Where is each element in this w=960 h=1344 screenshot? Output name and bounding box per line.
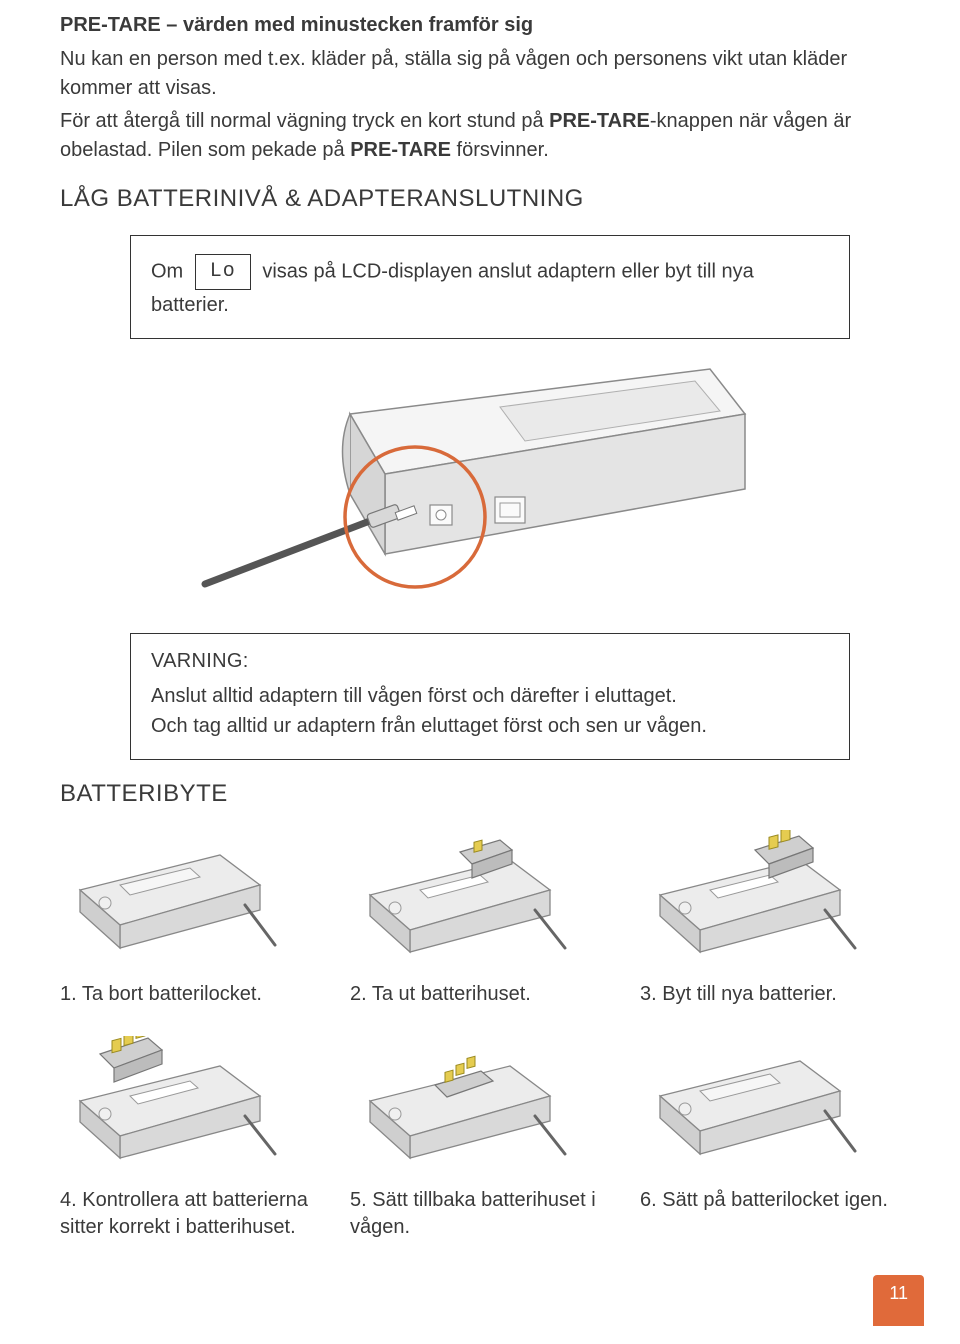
step6-text: 6. Sätt på batterilocket igen. [640, 1187, 900, 1214]
text-span: Om [151, 260, 189, 282]
battery-row-2-images [60, 1036, 900, 1171]
battery-step6-icon [640, 1036, 860, 1166]
battery-section-title: LÅG BATTERINIVÅ & ADAPTERANSLUTNING [60, 185, 900, 213]
adapter-diagram [200, 359, 760, 609]
pretare-para2: För att återgå till normal vägning tryck… [60, 107, 900, 165]
battery-step3-icon [640, 830, 860, 960]
warning-box: VARNING: Anslut alltid adaptern till våg… [130, 633, 850, 760]
step3-text: 3. Byt till nya batterier. [640, 981, 900, 1008]
battery-row-2-captions: 4. Kontrollera att batterierna sitter ko… [60, 1185, 900, 1241]
lcd-display-icon: Lo [195, 254, 251, 290]
pretare-bold2: PRE-TARE [350, 139, 451, 161]
lcd-info-box: Om Lo visas på LCD-displayen anslut adap… [130, 235, 850, 339]
step4-text: 4. Kontrollera att batterierna sitter ko… [60, 1187, 320, 1241]
pretare-para1: Nu kan en person med t.ex. kläder på, st… [60, 45, 900, 103]
text-span: För att återgå till normal vägning tryck… [60, 110, 549, 132]
battery-row-1-images [60, 830, 900, 965]
page-number: 11 [873, 1275, 924, 1326]
batteribyte-title: BATTERIBYTE [60, 780, 900, 808]
step1-text: 1. Ta bort batterilocket. [60, 981, 320, 1008]
warning-title: VARNING: [151, 650, 829, 673]
pretare-bold1: PRE-TARE [549, 110, 650, 132]
step5-text: 5. Sätt tillbaka batterihuset i vågen. [350, 1187, 610, 1241]
battery-step2-icon [350, 830, 570, 960]
text-span: försvinner. [451, 139, 549, 161]
battery-step4-icon [60, 1036, 280, 1166]
warning-line1: Anslut alltid adaptern till vågen först … [151, 681, 829, 711]
warning-line2: Och tag alltid ur adaptern från eluttage… [151, 711, 829, 741]
pretare-heading: PRE-TARE – värden med minustecken framfö… [60, 14, 900, 37]
step2-text: 2. Ta ut batterihuset. [350, 981, 610, 1008]
battery-step1-icon [60, 830, 280, 960]
battery-step5-icon [350, 1036, 570, 1166]
battery-row-1-captions: 1. Ta bort batterilocket. 2. Ta ut batte… [60, 979, 900, 1008]
